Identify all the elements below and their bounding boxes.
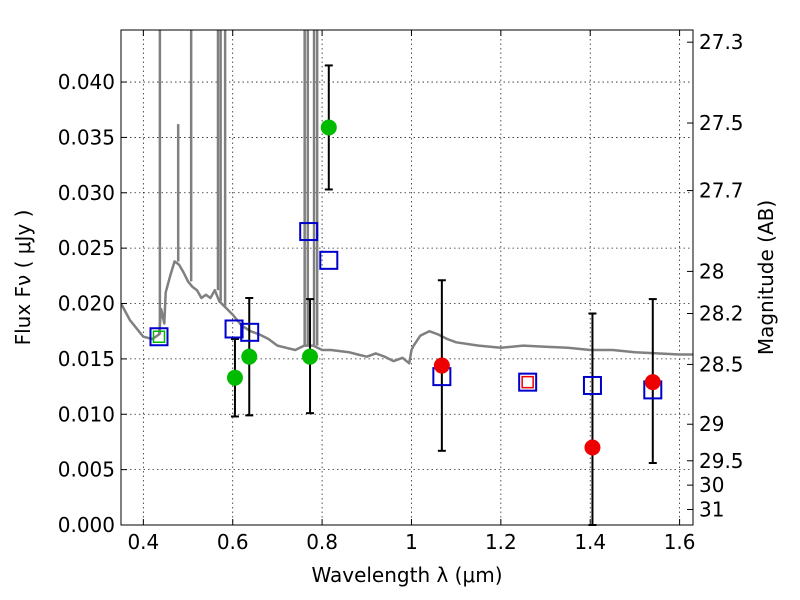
x-axis-label: Wavelength λ (μm) bbox=[311, 563, 502, 587]
data-points bbox=[149, 119, 663, 456]
circle-marker bbox=[302, 348, 319, 365]
y-axis-label: Flux Fν ( μJy ) bbox=[11, 210, 35, 346]
square-marker bbox=[299, 222, 319, 242]
x-tick-label: 1.4 bbox=[574, 530, 606, 554]
x-tick-label: 0.6 bbox=[217, 530, 249, 554]
square-marker bbox=[582, 375, 602, 395]
right-tick-label: 31 bbox=[699, 497, 724, 521]
right-tick-label: 30 bbox=[699, 473, 724, 497]
y-tick-label: 0.030 bbox=[58, 181, 115, 205]
x-tick-label: 0.8 bbox=[306, 530, 338, 554]
right-tick-label: 28.5 bbox=[699, 352, 744, 376]
right-tick-label: 27.7 bbox=[699, 179, 744, 203]
error-bars bbox=[230, 64, 657, 526]
right-tick-label: 29.5 bbox=[699, 449, 744, 473]
circle-marker bbox=[226, 369, 243, 386]
model-spectrum bbox=[121, 30, 693, 365]
circle-marker bbox=[584, 439, 601, 456]
right-tick-label: 28 bbox=[699, 259, 724, 283]
circle-marker bbox=[644, 374, 661, 391]
grid bbox=[121, 30, 693, 525]
y-axis-ticks: 0.000 0.005 0.010 0.015 0.020 0.025 0.030 0.035… bbox=[58, 70, 127, 537]
x-axis-ticks: 0.4 0.6 0.8 1 1.2 1.4 1.6 bbox=[127, 30, 696, 554]
y-tick-label: 0.005 bbox=[58, 458, 115, 482]
y-tick-label: 0.020 bbox=[58, 292, 115, 316]
x-tick-label: 0.4 bbox=[127, 530, 159, 554]
plot-frame bbox=[120, 29, 694, 526]
square-marker bbox=[149, 327, 169, 347]
circle-marker bbox=[433, 357, 450, 374]
y-tick-label: 0.025 bbox=[58, 236, 115, 260]
x-tick-label: 1.6 bbox=[664, 530, 696, 554]
circle-marker bbox=[320, 119, 337, 136]
small-square-marker bbox=[521, 375, 534, 389]
x-tick-label: 1 bbox=[405, 530, 418, 554]
right-tick-label: 27.3 bbox=[699, 30, 744, 54]
x-tick-label: 1.2 bbox=[485, 530, 517, 554]
square-marker bbox=[518, 372, 538, 392]
square-marker bbox=[319, 250, 339, 270]
right-tick-label: 28.2 bbox=[699, 301, 744, 325]
spectrum-line bbox=[121, 260, 693, 365]
right-axis-label: Magnitude (AB) bbox=[754, 200, 778, 355]
square-marker bbox=[240, 322, 260, 342]
small-square-marker bbox=[152, 330, 166, 343]
y-tick-label: 0.015 bbox=[58, 347, 115, 371]
y-tick-label: 0.040 bbox=[58, 70, 115, 94]
circle-marker bbox=[241, 348, 258, 365]
y-tick-label: 0.000 bbox=[58, 513, 115, 537]
right-tick-label: 27.5 bbox=[699, 111, 744, 135]
square-marker bbox=[224, 319, 244, 339]
right-tick-label: 29 bbox=[699, 412, 724, 436]
y-tick-label: 0.010 bbox=[58, 402, 115, 426]
y-tick-label: 0.035 bbox=[58, 125, 115, 149]
